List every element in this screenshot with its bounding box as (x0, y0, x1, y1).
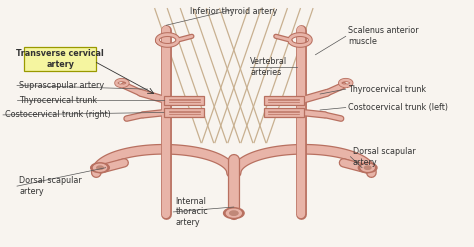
Circle shape (229, 211, 238, 215)
Text: Costocervical trunk (right): Costocervical trunk (right) (5, 110, 111, 119)
Circle shape (358, 163, 377, 173)
Text: Vertebral
arteries: Vertebral arteries (250, 57, 287, 77)
Circle shape (365, 166, 371, 169)
FancyBboxPatch shape (164, 108, 203, 117)
Text: Suprascapular artery: Suprascapular artery (19, 81, 104, 90)
Text: Thyrocervical trunk: Thyrocervical trunk (348, 85, 426, 94)
Circle shape (361, 164, 374, 171)
FancyBboxPatch shape (24, 47, 96, 71)
Text: Internal
thoracic
artery: Internal thoracic artery (175, 197, 208, 227)
Text: Scalenus anterior
muscle: Scalenus anterior muscle (348, 26, 419, 46)
FancyBboxPatch shape (164, 96, 203, 104)
Circle shape (227, 209, 241, 217)
Circle shape (97, 166, 103, 169)
FancyBboxPatch shape (264, 108, 304, 117)
Circle shape (91, 163, 109, 173)
Text: Inferior thyroid artery: Inferior thyroid artery (190, 7, 277, 16)
Circle shape (93, 164, 107, 171)
Text: Costocervical trunk (left): Costocervical trunk (left) (348, 103, 448, 112)
Text: Dorsal scapular
artery: Dorsal scapular artery (19, 176, 82, 196)
Circle shape (224, 208, 244, 219)
FancyBboxPatch shape (264, 96, 304, 104)
Text: Transverse cervical
artery: Transverse cervical artery (16, 49, 104, 69)
Text: Thyrocervical trunk: Thyrocervical trunk (19, 96, 98, 105)
Text: Dorsal scapular
artery: Dorsal scapular artery (353, 147, 416, 167)
